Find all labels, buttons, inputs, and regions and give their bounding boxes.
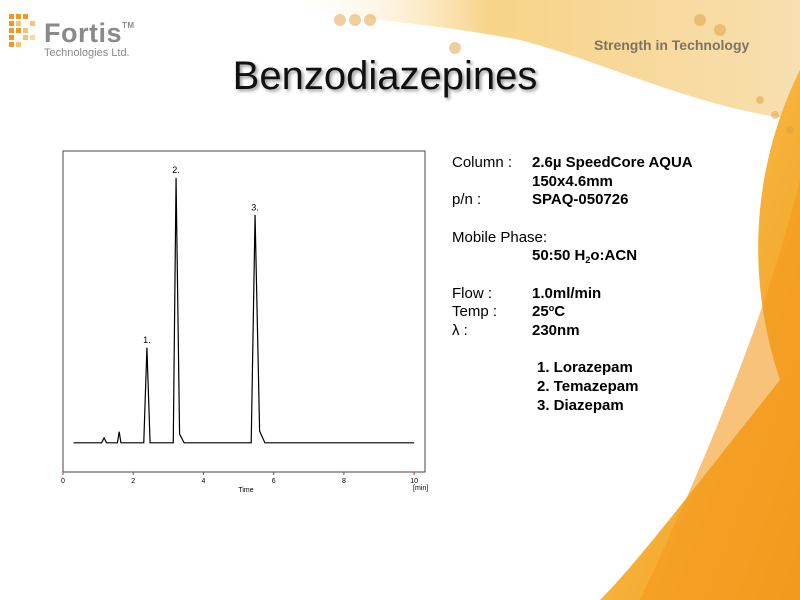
compound: 3. Diazepam [537,397,624,414]
label: Flow : [452,285,493,302]
x-axis-label: Time [238,487,253,494]
brand-mark: TM [122,21,135,30]
text: o:ACN [590,247,638,264]
label: p/n : [452,191,482,208]
compound: 2. Temazepam [537,378,639,395]
compound: 1. Lorazepam [537,359,633,376]
label: λ : [452,322,468,339]
value: 230nm [532,322,580,339]
value: SPAQ-050726 [532,191,629,208]
x-axis-unit: [min] [413,485,428,492]
peak-label: 1. [143,335,151,345]
label: Column : [452,154,513,171]
x-tick-label: 0 [61,478,65,485]
x-tick-label: 2 [131,478,135,485]
superscript: o [548,303,555,313]
slide-title: Benzodiazepines [232,54,538,98]
text: 50:50 H [532,247,586,264]
label: Mobile Phase: [452,229,548,246]
value: 25oC [532,303,565,320]
plot-frame [62,150,426,473]
label: Temp : [452,303,498,320]
peak-label: 3. [251,202,259,212]
brand-name: Fortis [44,18,123,48]
value: 150x4.6mm [532,173,613,190]
peak-label: 2. [172,165,180,175]
value: 1.0ml/min [532,285,602,302]
value: 2.6µ SpeedCore AQUA [532,154,693,171]
logo-dots [9,14,35,47]
brand: FortisTM [44,18,135,49]
trace [73,177,415,444]
text: C [554,303,566,320]
brand-subtitle: Technologies Ltd. [44,47,130,59]
x-tick-label: 8 [342,478,346,485]
tagline: Strength in Technology [594,37,750,53]
x-tick-label: 6 [272,478,276,485]
x-tick-label: 4 [201,478,205,485]
value: 50:50 H2o:ACN [532,247,637,265]
text: 25 [532,303,549,320]
x-tick-label: 10 [410,478,418,485]
subscript: 2 [585,255,591,265]
chromatogram: 0 2 4 6 8 10 Time [min] 1. 2. 3. [61,150,428,494]
